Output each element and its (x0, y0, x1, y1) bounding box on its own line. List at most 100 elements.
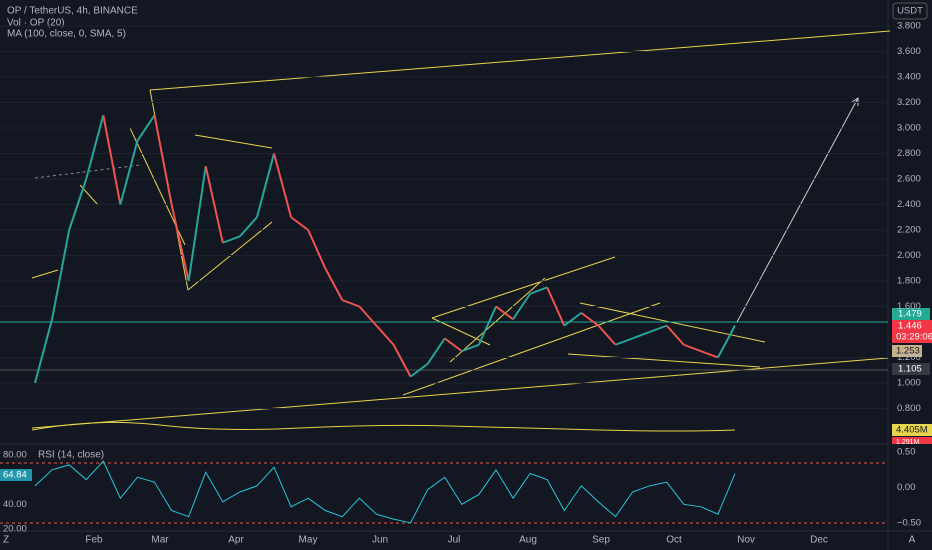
label-bg (892, 308, 930, 320)
currency-box[interactable] (892, 2, 928, 20)
price-tick-label: 2.600 (897, 174, 921, 185)
price-tick-label: 1.600 (897, 301, 921, 312)
rsi-line (34, 460, 736, 524)
time-label: Z (3, 535, 9, 546)
time-label: Apr (228, 535, 244, 546)
support-label: 1.105 (898, 364, 922, 375)
price-tick-label: 1.800 (897, 276, 921, 287)
last-price: 1.446 (898, 321, 922, 332)
price-segment (34, 318, 54, 384)
level-label: 1.479 (898, 309, 922, 320)
price-segment (375, 324, 395, 346)
time-label: Jun (372, 535, 388, 546)
label-bg (892, 345, 922, 357)
price-segment (597, 324, 617, 346)
ma-label: 1.253 (896, 346, 920, 357)
time-label: Oct (666, 535, 682, 546)
price-tick-label: 2.800 (897, 148, 921, 159)
price-tick-label: 2.000 (897, 250, 921, 261)
price-tick-label: 1.200 (897, 352, 921, 363)
price-segment (700, 350, 719, 359)
price-segment (273, 153, 293, 218)
rsi-right-tick: −0.50 (897, 518, 921, 529)
price-segment (136, 114, 156, 142)
price-segment (461, 343, 480, 353)
rsi-bands (0, 462, 888, 524)
rsi-legend: RSI (14, close) (38, 450, 104, 461)
price-segment (255, 153, 275, 218)
label-bg (892, 437, 932, 444)
price-segment (426, 337, 446, 365)
volume-label: 1.291M (896, 439, 920, 446)
label-bg (892, 363, 930, 375)
price-segment (665, 324, 685, 346)
price-segment (51, 229, 71, 320)
volume-ma (31, 421, 736, 432)
rsi-tick-label: 80.00 (3, 450, 27, 461)
price-segment (512, 293, 531, 320)
arrow-head (851, 97, 859, 106)
price-segment (529, 286, 548, 295)
volume-legend: Vol · OP (20) (7, 18, 65, 29)
rsi-right-tick: 0.50 (897, 447, 916, 458)
rsi-right-tick: 0.00 (897, 482, 916, 493)
rsi-tick-label: 20.00 (3, 524, 27, 535)
price-tick-label: 2.200 (897, 225, 921, 236)
currency[interactable]: USDT (897, 6, 923, 17)
price-segment (68, 178, 88, 231)
price-tick-label: 3.800 (897, 21, 921, 32)
time-label: Nov (737, 535, 755, 546)
volume-ma-label: 4.405M (896, 425, 928, 436)
price-segment (119, 140, 139, 205)
countdown: 03:29:06 (896, 332, 932, 343)
price-segment (495, 305, 514, 321)
price-segment (580, 312, 600, 327)
price-segment (324, 267, 344, 301)
label-bg (892, 424, 932, 436)
price-segment (85, 114, 105, 180)
rsi-current: 64.84 (3, 470, 27, 481)
projection-arrow (736, 97, 859, 323)
price-segment (563, 312, 582, 327)
price-segment (649, 324, 668, 333)
price-segment (477, 306, 497, 346)
label-bg (0, 469, 32, 481)
time-label: A (909, 535, 916, 546)
price-segment (410, 363, 429, 378)
price-segment (341, 299, 360, 308)
price-segment (546, 286, 566, 327)
price-tick-label: 1.000 (897, 378, 921, 389)
time-label: Dec (810, 535, 828, 546)
price-segment (392, 344, 412, 378)
time-label: Mar (151, 535, 169, 546)
price-segment (239, 216, 258, 238)
symbol-title: OP / TetherUS, 4h, BINANCE (7, 6, 138, 17)
time-label: Sep (592, 535, 610, 546)
price-segment (204, 166, 224, 243)
time-label: Feb (85, 535, 103, 546)
price-segment (358, 305, 378, 327)
time-label: Jul (448, 535, 461, 546)
price-tick-label: 3.200 (897, 97, 921, 108)
rsi-tick-label: 40.00 (3, 499, 27, 510)
price-tick-label: 2.400 (897, 199, 921, 210)
price-segment (683, 343, 702, 353)
price-tick-label: 3.600 (897, 46, 921, 57)
price-segment (444, 337, 463, 352)
price-segment (170, 204, 190, 282)
price-tick-label: 3.400 (897, 72, 921, 83)
price-segment (290, 216, 309, 231)
price-segment (615, 337, 633, 346)
price-segment (102, 115, 122, 205)
price-tick-label: 0.800 (897, 403, 921, 414)
price-segment (222, 235, 241, 244)
price-segment (632, 331, 650, 340)
price-segment (717, 325, 736, 358)
label-bg (892, 320, 932, 343)
ma-legend: MA (100, close, 0, SMA, 5) (7, 29, 126, 40)
price-segment (153, 115, 173, 205)
price-segment (187, 166, 207, 282)
